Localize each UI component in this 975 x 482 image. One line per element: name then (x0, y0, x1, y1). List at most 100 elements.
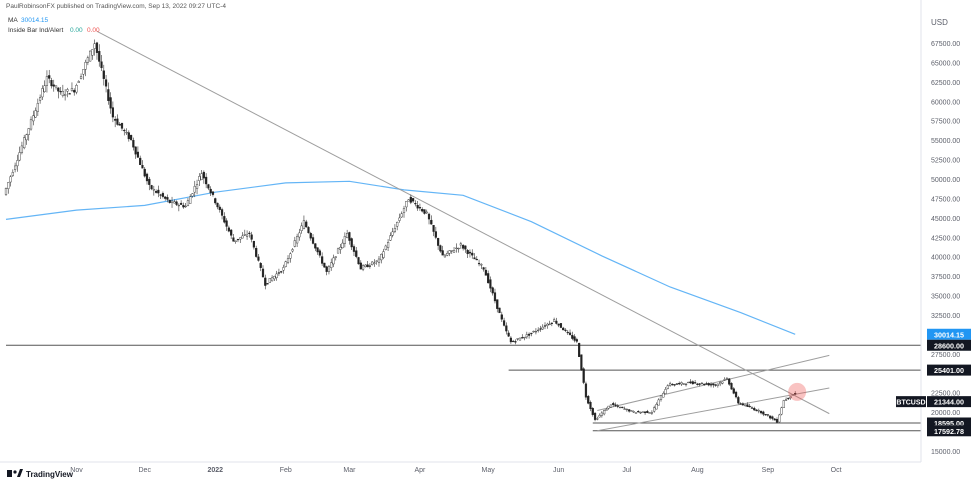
candle[interactable] (639, 411, 642, 415)
candle[interactable] (157, 185, 160, 198)
candle[interactable] (744, 404, 747, 407)
candle[interactable] (139, 155, 142, 165)
candle[interactable] (184, 202, 187, 208)
candle[interactable] (523, 336, 526, 341)
candle[interactable] (584, 381, 588, 400)
candle[interactable] (223, 212, 226, 224)
candle[interactable] (232, 233, 235, 242)
candle[interactable] (48, 69, 51, 84)
candle[interactable] (307, 226, 310, 234)
descending-trend-line[interactable] (96, 30, 830, 415)
candle[interactable] (343, 232, 346, 248)
candle[interactable] (314, 243, 317, 252)
candle[interactable] (414, 200, 417, 207)
candle[interactable] (648, 412, 651, 414)
candle[interactable] (646, 409, 649, 414)
candle[interactable] (416, 201, 419, 211)
candle[interactable] (182, 202, 185, 209)
candle[interactable] (664, 386, 667, 394)
candle[interactable] (195, 179, 199, 195)
candle[interactable] (175, 200, 178, 206)
candle[interactable] (79, 73, 83, 80)
candle[interactable] (452, 247, 456, 253)
candle[interactable] (166, 194, 169, 203)
candle[interactable] (412, 197, 415, 203)
candle[interactable] (227, 225, 230, 233)
candle[interactable] (270, 275, 274, 282)
candle[interactable] (696, 382, 699, 386)
candle[interactable] (41, 85, 44, 101)
candle[interactable] (389, 232, 392, 242)
candle[interactable] (657, 398, 660, 406)
candle[interactable] (18, 146, 21, 162)
candle[interactable] (468, 249, 472, 258)
candle[interactable] (557, 323, 560, 328)
candle[interactable] (186, 198, 190, 207)
candle[interactable] (180, 200, 183, 205)
candle[interactable] (239, 237, 242, 244)
candle[interactable] (582, 367, 585, 385)
candle[interactable] (75, 83, 78, 95)
candle[interactable] (54, 85, 58, 90)
candle[interactable] (34, 107, 37, 118)
candle[interactable] (466, 249, 469, 258)
candle[interactable] (637, 410, 640, 413)
candle[interactable] (750, 406, 754, 409)
candle[interactable] (616, 403, 619, 409)
candle[interactable] (161, 191, 165, 199)
candle[interactable] (757, 408, 760, 414)
candle[interactable] (623, 406, 626, 411)
candle[interactable] (296, 233, 299, 248)
price-label[interactable]: 18595.00 (927, 417, 971, 429)
candle[interactable] (386, 239, 390, 252)
candle[interactable] (311, 234, 315, 245)
candle[interactable] (348, 231, 351, 245)
candle[interactable] (787, 397, 790, 401)
candle[interactable] (375, 260, 378, 265)
candle[interactable] (559, 322, 563, 329)
candle[interactable] (59, 86, 62, 95)
candle[interactable] (100, 54, 103, 71)
candle[interactable] (614, 402, 617, 408)
candle[interactable] (771, 415, 774, 421)
candle[interactable] (95, 41, 99, 60)
candle[interactable] (400, 211, 403, 218)
ma-indicator-name[interactable]: MA (8, 17, 18, 24)
candle[interactable] (193, 180, 196, 198)
candle[interactable] (39, 94, 42, 104)
candle[interactable] (298, 228, 301, 241)
candle[interactable] (364, 264, 367, 268)
candle[interactable] (409, 194, 412, 205)
candle[interactable] (57, 87, 60, 99)
candle[interactable] (703, 383, 706, 386)
candle[interactable] (564, 328, 567, 333)
candle[interactable] (618, 406, 622, 409)
candle[interactable] (562, 326, 565, 331)
candle[interactable] (327, 265, 331, 275)
candle[interactable] (605, 407, 608, 411)
candle[interactable] (280, 270, 283, 274)
candle[interactable] (721, 381, 724, 385)
candle[interactable] (673, 384, 676, 387)
candle[interactable] (371, 261, 374, 266)
candle[interactable] (641, 411, 644, 413)
candle[interactable] (136, 146, 140, 158)
candle[interactable] (477, 259, 481, 267)
candle[interactable] (282, 264, 285, 274)
candle[interactable] (566, 330, 569, 335)
candle[interactable] (330, 258, 333, 271)
candle[interactable] (205, 173, 208, 189)
candle[interactable] (380, 253, 383, 264)
candle[interactable] (675, 382, 679, 385)
candle[interactable] (152, 185, 155, 196)
candle[interactable] (173, 199, 176, 204)
candle[interactable] (439, 244, 442, 253)
candle[interactable] (209, 186, 212, 196)
candle[interactable] (689, 379, 692, 384)
inside-bar-indicator-name[interactable]: Inside Bar Ind/Alert (8, 27, 63, 34)
candle[interactable] (709, 382, 713, 388)
candle[interactable] (220, 207, 224, 220)
candle[interactable] (361, 264, 365, 272)
candle[interactable] (723, 377, 726, 381)
candle[interactable] (609, 404, 613, 408)
